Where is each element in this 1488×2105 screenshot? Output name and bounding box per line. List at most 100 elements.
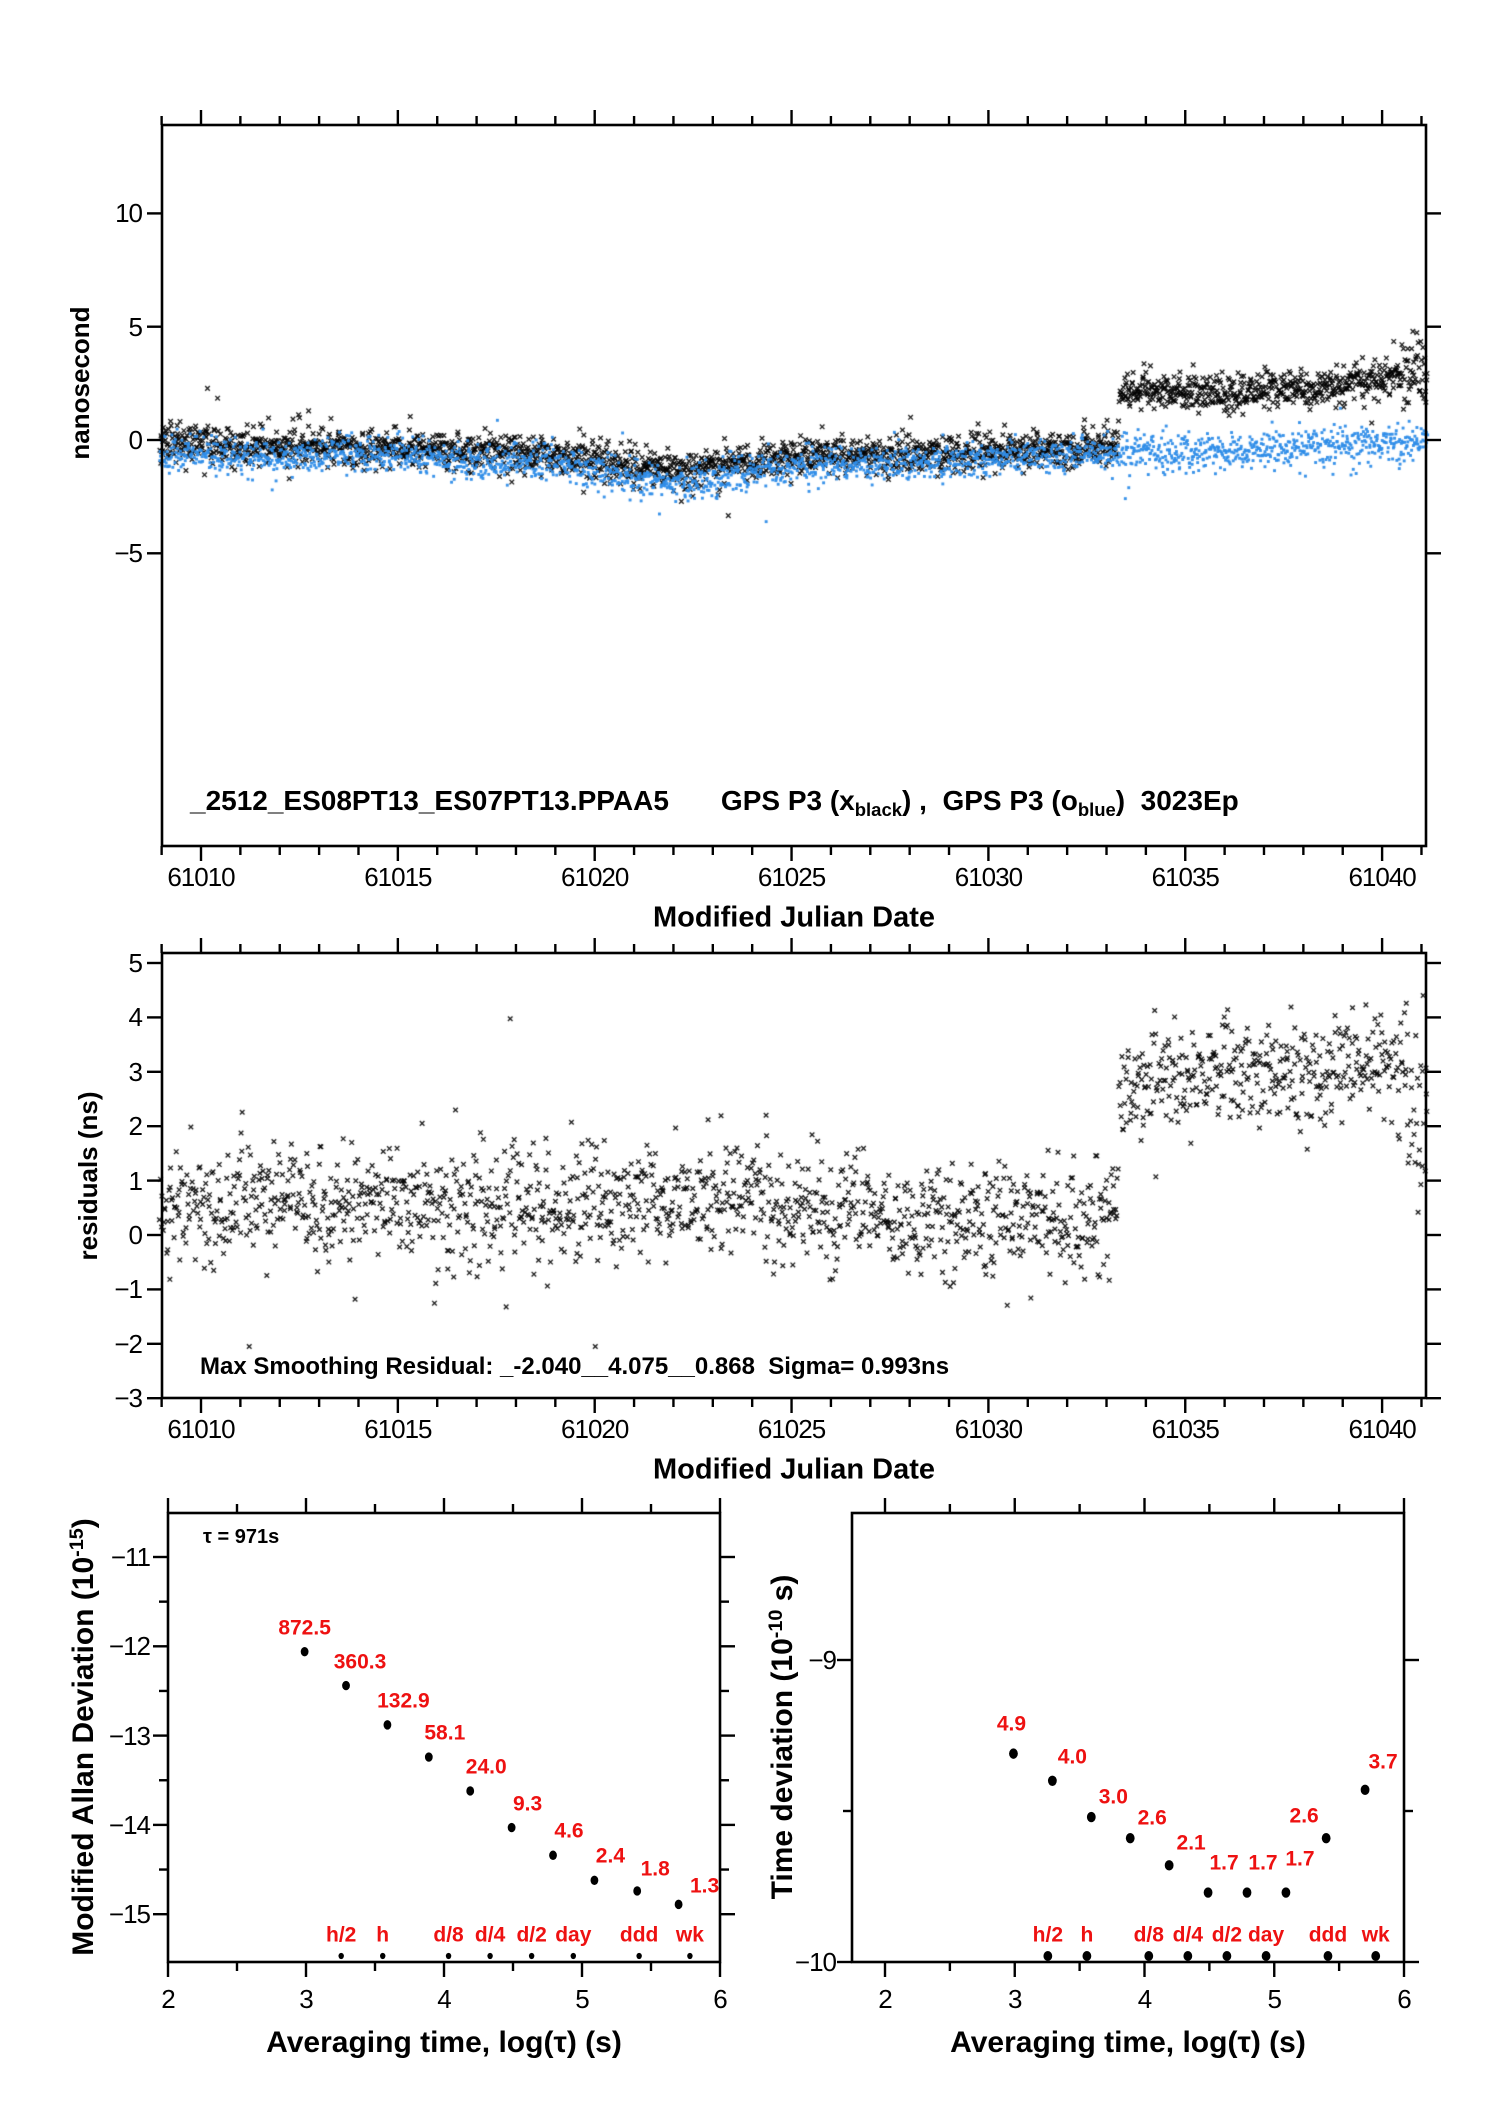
tdev-x-tick-label: 4 xyxy=(1137,1984,1153,2014)
mdev-tau-label: day xyxy=(555,1923,592,1947)
mdev-y-tick-label: −11 xyxy=(110,1542,151,1572)
mdev-tau-label: ddd xyxy=(619,1923,659,1947)
legend-post: ) 3023Ep xyxy=(1115,785,1239,816)
tdev-tau-mark xyxy=(1323,1951,1333,1961)
tdev-data-point xyxy=(1009,1748,1018,1759)
mdev-x-label-pre: Averaging time, log( xyxy=(266,2026,554,2059)
residuals-scatter-y-tick-label: −3 xyxy=(114,1383,143,1414)
tdev-tau-mark xyxy=(1183,1951,1193,1961)
tdev-y-label-close: s) xyxy=(766,1574,799,1610)
mdev-tau-mark xyxy=(636,1952,642,1960)
title-filename: _2512_ES08PT13_ES07PT13.PPAA5 xyxy=(190,785,669,816)
mdev-data-point xyxy=(342,1680,350,1691)
tdev-tau-mark xyxy=(1222,1951,1232,1961)
tdev-data-point xyxy=(1321,1832,1331,1844)
tdev-x-tick-label: 6 xyxy=(1397,1984,1412,2014)
mdev-data-point-label: 58.1 xyxy=(424,1721,466,1745)
tdev-tau-label: d/8 xyxy=(1133,1923,1164,1947)
mdev-y-tick-label: −13 xyxy=(108,1720,151,1751)
tdev-data-point-label: 1.7 xyxy=(1285,1847,1315,1871)
mdev-tau-mark xyxy=(487,1952,493,1960)
tau-symbol: τ xyxy=(1237,2026,1251,2059)
residuals-x-axis-label: Modified Julian Date xyxy=(653,1453,935,1486)
mdev-data-point xyxy=(674,1899,683,1910)
top-scatter-y-tick-label: 5 xyxy=(128,311,144,342)
tdev-y-tick-label: −10 xyxy=(794,1947,837,1977)
residuals-scatter-y-tick-label: 2 xyxy=(128,1111,144,1142)
tdev-data-point xyxy=(1125,1832,1135,1844)
residuals-scatter-y-tick-label: 1 xyxy=(128,1165,144,1196)
tdev-y-tick-label: −9 xyxy=(808,1645,837,1675)
tdev-tau-mark xyxy=(1371,1951,1381,1961)
tdev-y-axis-label: Time deviation (10-10 s) xyxy=(765,1574,799,1900)
tdev-data-point-label: 4.0 xyxy=(1057,1745,1087,1769)
residuals-scatter-x-tick-label: 61025 xyxy=(757,1414,826,1444)
mdev-tau-label: d/8 xyxy=(433,1923,464,1947)
tdev-data-point-label: 2.6 xyxy=(1137,1806,1167,1830)
mdev-data-point xyxy=(633,1886,642,1896)
tdev-data-point xyxy=(1281,1887,1291,1898)
tdev-data-point xyxy=(1047,1775,1057,1787)
tdev-y-label-exp: -10 xyxy=(765,1609,788,1639)
mdev-y-label-exp: -15 xyxy=(66,1528,89,1557)
residuals-scatter-y-tick-label: 4 xyxy=(128,1002,144,1033)
mdev-y-tick-label: −15 xyxy=(108,1899,151,1930)
tdev-data-point-label: 2.1 xyxy=(1176,1831,1206,1855)
mdev-data-point xyxy=(466,1786,475,1796)
top-scatter-y-tick-label: −5 xyxy=(114,538,143,569)
residuals-scatter-y-tick-label: 5 xyxy=(128,948,144,978)
residuals-scatter-x-tick-label: 61040 xyxy=(1348,1414,1416,1444)
mdev-y-tick-label: −14 xyxy=(108,1809,151,1840)
mdev-y-axis-label: Modified Allan Deviation (10-15) xyxy=(66,1518,100,1956)
mdev-data-point-label: 9.3 xyxy=(513,1792,543,1816)
residuals-scatter-y-tick-label: 3 xyxy=(128,1056,144,1087)
mdev-tau-note: τ = 971s xyxy=(203,1526,280,1548)
tdev-x-tick-label: 3 xyxy=(1008,1984,1023,2014)
mdev-data-point xyxy=(590,1875,599,1885)
tdev-tau-label: wk xyxy=(1361,1923,1390,1947)
tdev-tau-mark xyxy=(1261,1951,1271,1961)
mdev-y-label-close: ) xyxy=(67,1518,100,1529)
residuals-scatter-plot-box xyxy=(160,951,1428,1400)
mdev-tau-label: d/4 xyxy=(474,1923,506,1947)
residuals-scatter-x-tick-label: 61015 xyxy=(364,1414,432,1444)
tdev-y-label-main: Time deviation (10 xyxy=(766,1638,799,1900)
tdev-tau-label: h/2 xyxy=(1032,1923,1063,1947)
mdev-data-point xyxy=(507,1822,516,1833)
tdev-tau-label: d/4 xyxy=(1172,1923,1203,1947)
tdev-data-point-label: 1.7 xyxy=(1248,1851,1278,1875)
tau-symbol: τ xyxy=(553,2026,567,2059)
mdev-tau-label: d/2 xyxy=(516,1923,547,1947)
residuals-annotation: Max Smoothing Residual: _-2.040__4.075__… xyxy=(200,1353,950,1380)
mdev-tau-mark xyxy=(528,1952,535,1960)
residuals-scatter-y-tick-label: 0 xyxy=(128,1220,144,1250)
residuals-y-axis-label: residuals (ns) xyxy=(73,1091,103,1261)
legend-black-sub: black xyxy=(854,798,902,820)
mdev-tau-mark xyxy=(380,1952,386,1960)
residuals-scatter-x-tick-label: 61020 xyxy=(561,1414,629,1444)
legend-mid: ) , GPS P3 (o xyxy=(902,785,1078,816)
tdev-data-point xyxy=(1086,1811,1096,1823)
mdev-data-point-label: 132.9 xyxy=(377,1689,430,1713)
tdev-tau-label: day xyxy=(1247,1923,1285,1947)
mdev-data-point-label: 24.0 xyxy=(465,1755,507,1779)
mdev-y-tick-label: −12 xyxy=(108,1631,151,1662)
tdev-tau-mark xyxy=(1043,1951,1053,1961)
mdev-data-point-label: 1.8 xyxy=(640,1857,670,1881)
mdev-data-point-label: 360.3 xyxy=(333,1650,387,1674)
tdev-data-point-label: 3.7 xyxy=(1368,1750,1398,1774)
mdev-data-point-label: 2.4 xyxy=(595,1844,626,1868)
residuals-scatter-x-tick-label: 61030 xyxy=(954,1414,1023,1444)
mdev-x-label-post: ) (s) xyxy=(566,2026,622,2059)
tdev-x-axis-label: Averaging time, log(τ) (s) xyxy=(950,2028,1306,2058)
top-plot-title: _2512_ES08PT13_ES07PT13.PPAA5 GPS P3 (xbl… xyxy=(190,785,1239,819)
top-x-axis-label: Modified Julian Date xyxy=(653,901,935,934)
top-scatter-x-tick-label: 61030 xyxy=(954,862,1023,892)
top-scatter-x-tick-label: 61025 xyxy=(757,862,826,892)
mdev-data-point-label: 1.3 xyxy=(689,1874,720,1898)
top-scatter-x-tick-label: 61010 xyxy=(167,862,235,892)
mdev-tau-mark xyxy=(570,1952,577,1960)
